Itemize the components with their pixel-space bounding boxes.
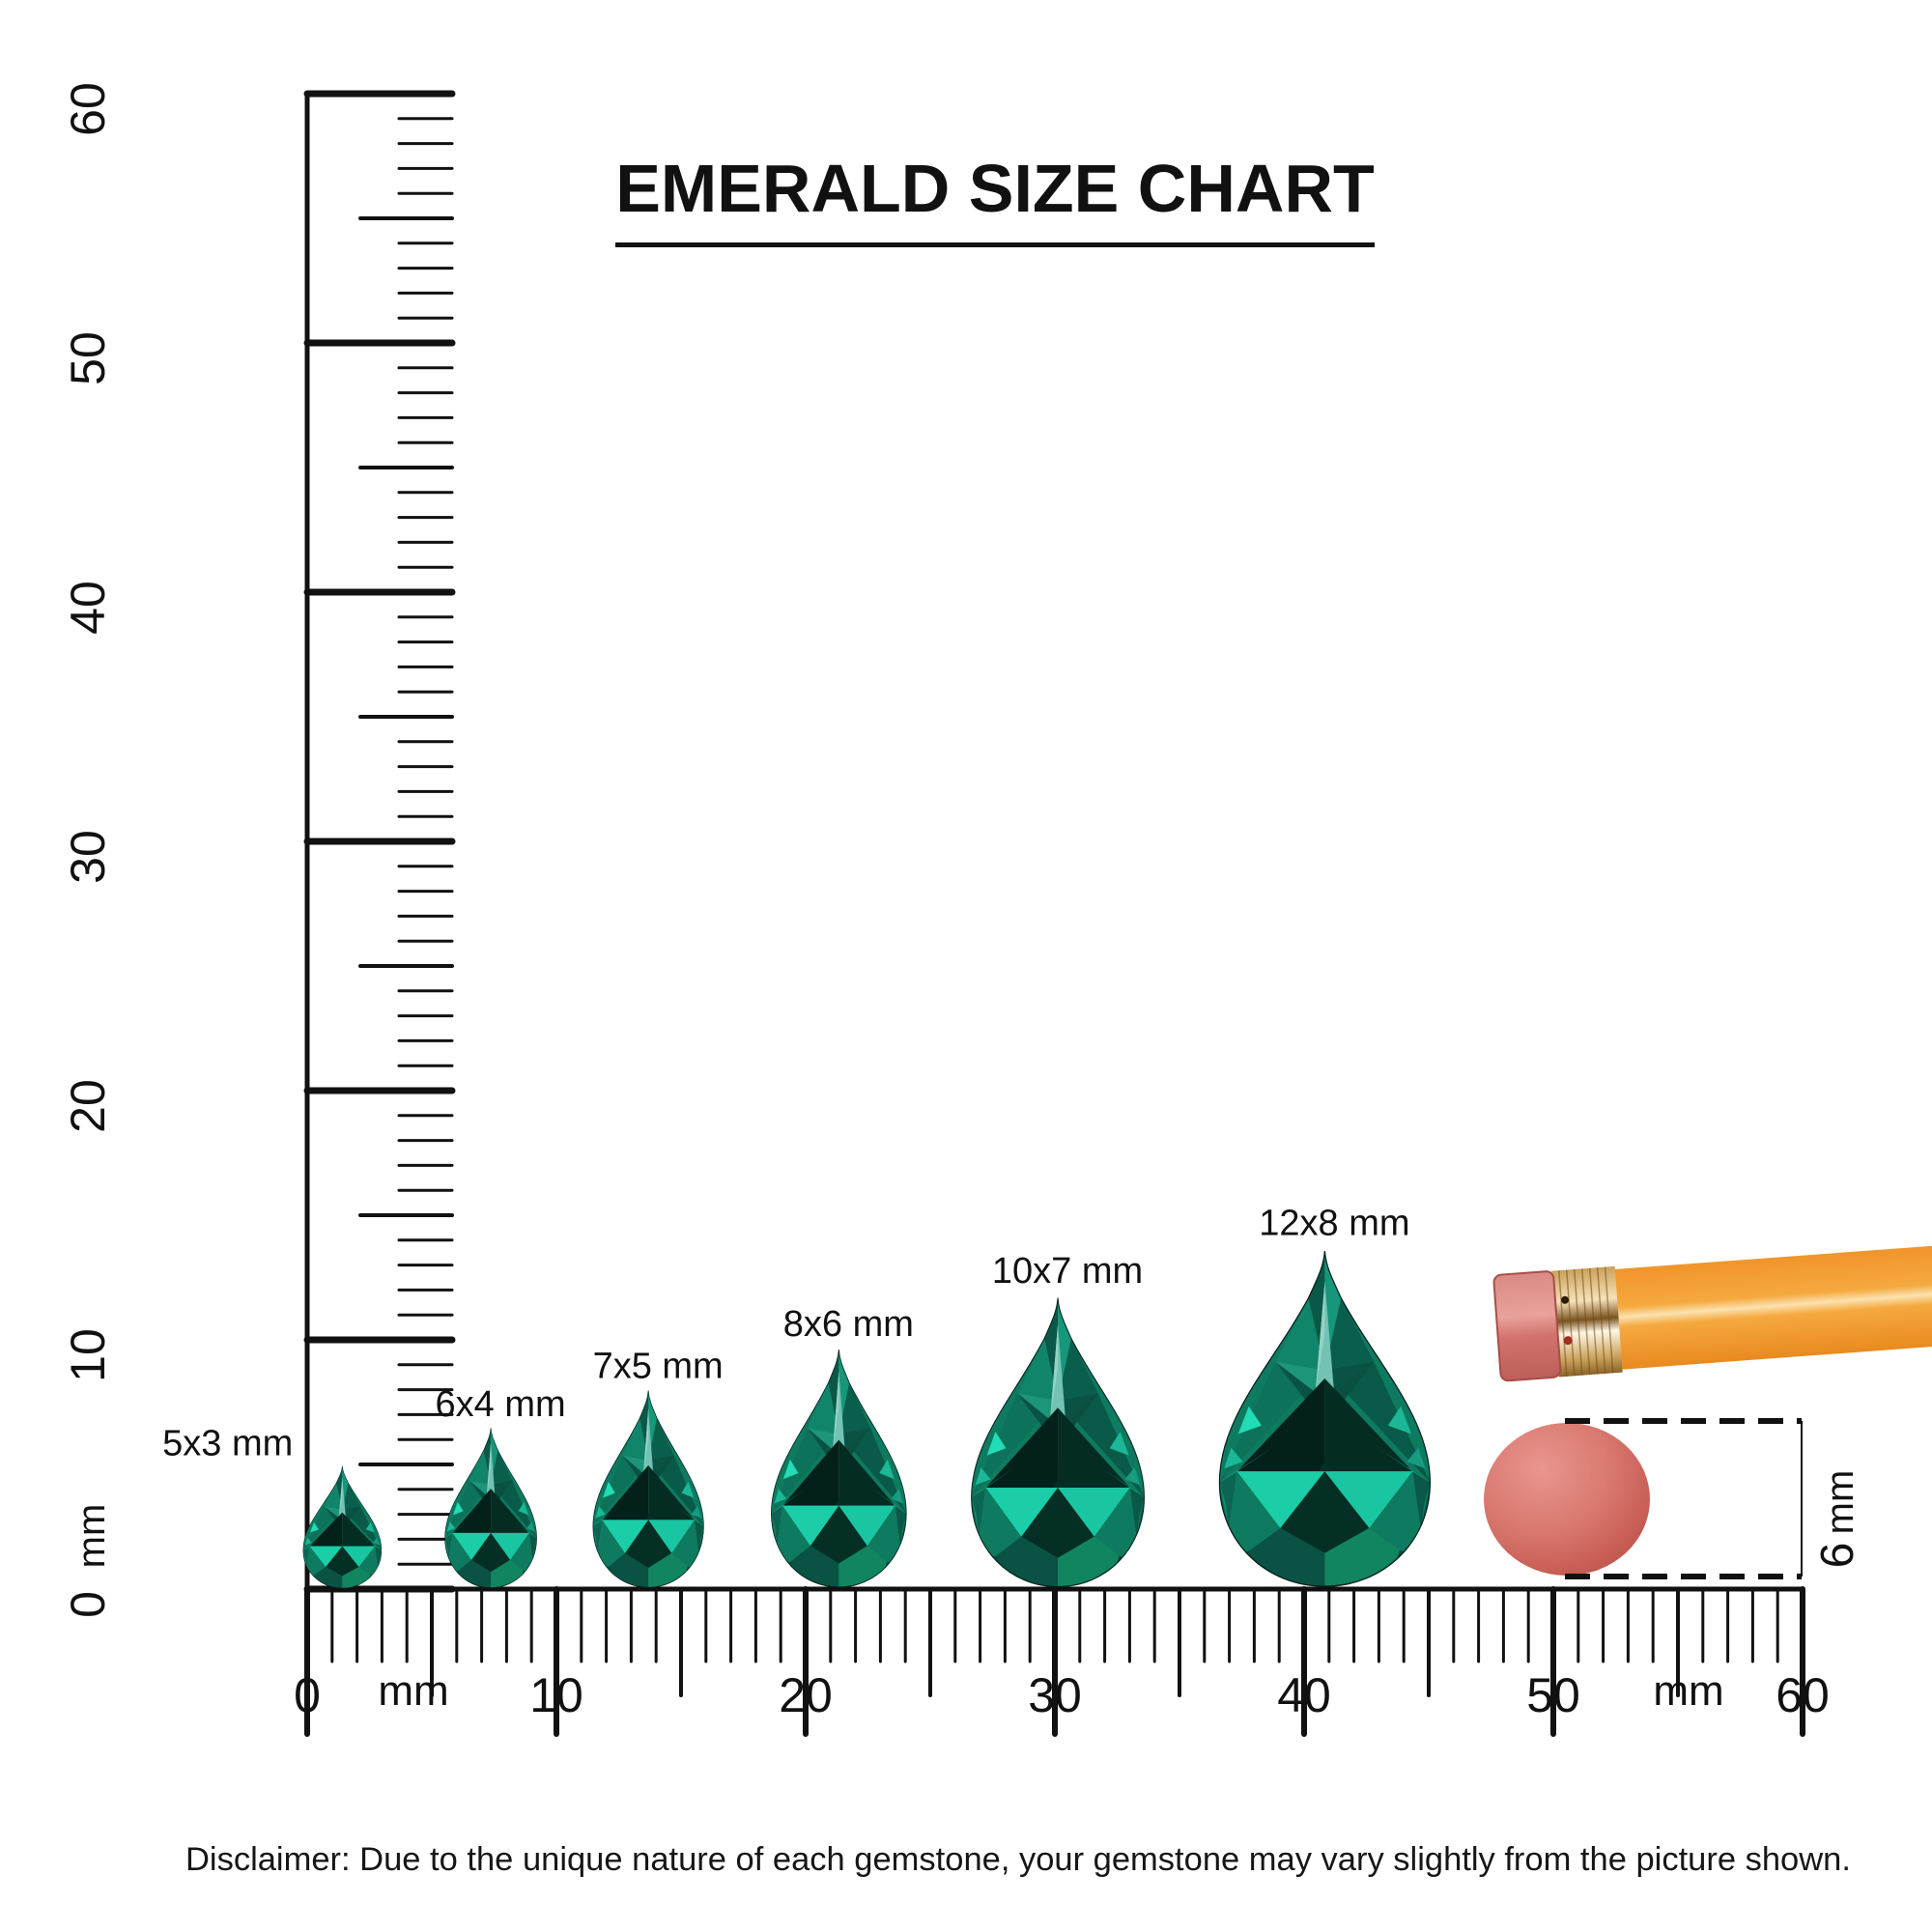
svg-text:60: 60 [61, 82, 115, 136]
svg-text:30: 30 [1028, 1668, 1082, 1722]
svg-text:0: 0 [294, 1668, 321, 1722]
svg-text:8x6 mm: 8x6 mm [783, 1304, 914, 1345]
svg-text:6: 6 [1812, 1543, 1863, 1569]
svg-text:mm: mm [71, 1504, 113, 1569]
svg-text:50: 50 [61, 331, 115, 385]
svg-text:20: 20 [61, 1079, 115, 1133]
svg-text:30: 30 [61, 830, 115, 884]
svg-text:40: 40 [1277, 1668, 1331, 1722]
svg-text:12x8 mm: 12x8 mm [1259, 1204, 1409, 1244]
svg-text:mm: mm [1819, 1470, 1861, 1535]
svg-text:mm: mm [378, 1667, 448, 1715]
svg-text:10: 10 [61, 1328, 115, 1382]
svg-text:20: 20 [779, 1668, 833, 1722]
svg-text:40: 40 [61, 581, 115, 635]
svg-text:10: 10 [529, 1668, 583, 1722]
svg-text:6x4 mm: 6x4 mm [436, 1384, 566, 1425]
svg-text:7x5 mm: 7x5 mm [593, 1346, 724, 1386]
svg-text:10x7 mm: 10x7 mm [992, 1251, 1143, 1292]
